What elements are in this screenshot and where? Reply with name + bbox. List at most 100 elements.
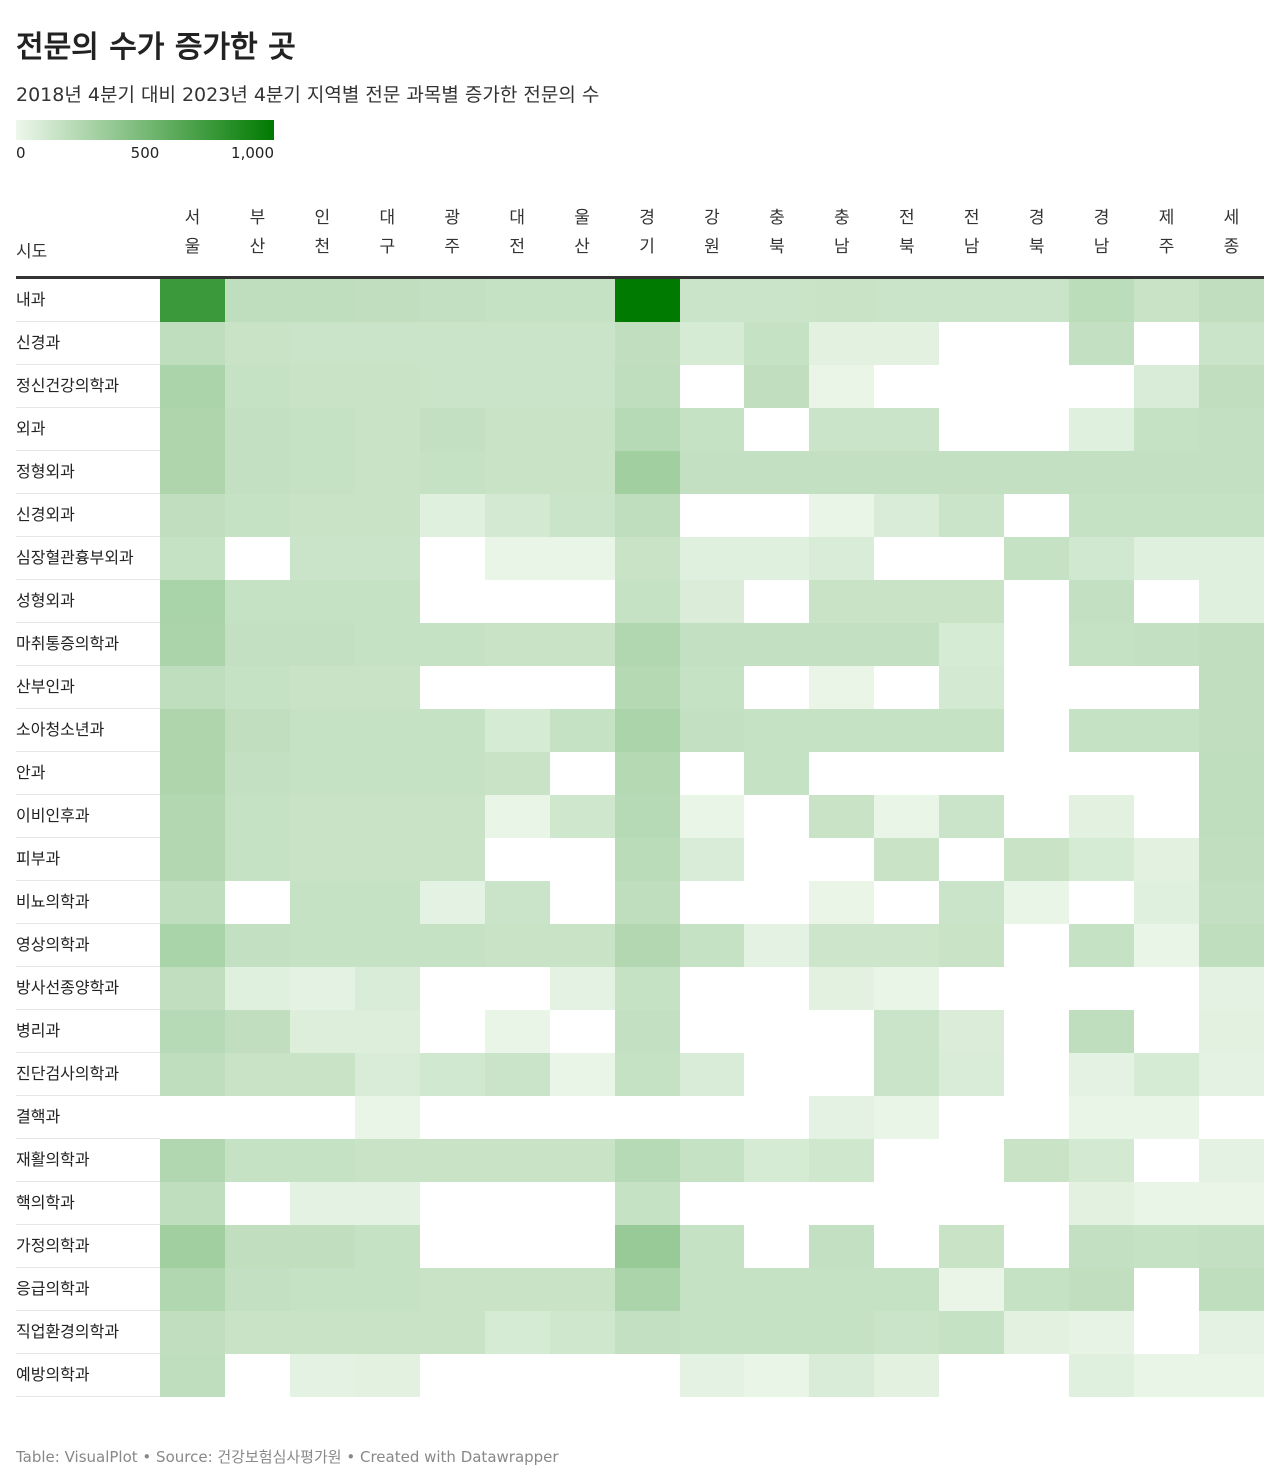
heat-cell (939, 665, 1005, 709)
heat-cell (939, 1009, 1005, 1053)
heat-cell (289, 1353, 355, 1397)
heat-cell (1004, 579, 1070, 623)
heat-cell (614, 923, 680, 967)
column-label: 인천 (314, 208, 331, 257)
heat-cell (1004, 665, 1070, 709)
heat-cell (1004, 751, 1070, 795)
heat-cell (744, 837, 810, 881)
heat-cell (484, 1267, 550, 1311)
heat-cell (679, 622, 745, 666)
heat-cell (614, 579, 680, 623)
heat-cell (419, 622, 485, 666)
heat-cell (354, 364, 420, 408)
heat-cell (419, 1095, 485, 1139)
heat-cell (354, 536, 420, 580)
heat-cell (1069, 751, 1135, 795)
heat-cell (1134, 407, 1199, 451)
heat-cell (160, 837, 225, 881)
heat-cell (1004, 364, 1070, 408)
column-header: 서울 (160, 200, 225, 279)
heat-cell (744, 1052, 810, 1096)
heat-cell (809, 277, 875, 322)
heat-cell (874, 622, 940, 666)
row-label: 내과 (16, 277, 160, 322)
heat-cell (614, 966, 680, 1010)
heat-cell (939, 407, 1005, 451)
heat-cell (549, 536, 615, 580)
heat-cell (1069, 837, 1135, 881)
heat-cell (160, 1052, 225, 1096)
heat-cell (809, 1181, 875, 1225)
heat-cell (809, 1095, 875, 1139)
row-label: 마취통증의학과 (16, 622, 160, 666)
heat-cell (1004, 923, 1070, 967)
legend-tick-label: 0 (16, 144, 26, 162)
heat-cell (289, 1310, 355, 1354)
heat-cell (354, 1181, 420, 1225)
heat-cell (160, 321, 225, 365)
heat-cell (679, 1310, 745, 1354)
heat-cell (1199, 1353, 1264, 1397)
heat-cell (679, 708, 745, 752)
heat-cell (1004, 1353, 1070, 1397)
heat-cell (289, 837, 355, 881)
heat-cell (679, 1138, 745, 1182)
table-row: 정신건강의학과 (16, 364, 1264, 408)
heat-cell (354, 1310, 420, 1354)
heat-cell (939, 1138, 1005, 1182)
heat-cell (679, 1052, 745, 1096)
heat-cell (614, 880, 680, 924)
heat-cell (1199, 751, 1264, 795)
heat-cell (744, 364, 810, 408)
heat-cell (1199, 450, 1264, 494)
heat-cell (289, 622, 355, 666)
heat-cell (1069, 364, 1135, 408)
heat-cell (679, 407, 745, 451)
heat-cell (1199, 1224, 1264, 1268)
heat-cell (614, 837, 680, 881)
heat-cell (289, 493, 355, 537)
table-row: 외과 (16, 407, 1264, 451)
heat-cell (874, 364, 940, 408)
heat-cell (1004, 1181, 1070, 1225)
heat-cell (939, 708, 1005, 752)
heat-cell (744, 579, 810, 623)
heat-cell (874, 1267, 940, 1311)
heat-cell (1134, 1181, 1199, 1225)
table-row: 신경과 (16, 321, 1264, 365)
table-row: 신경외과 (16, 493, 1264, 537)
heat-cell (1004, 1267, 1070, 1311)
column-header: 울산 (549, 200, 615, 279)
heat-cell (484, 536, 550, 580)
heat-cell (874, 407, 940, 451)
heat-cell (484, 277, 550, 322)
table-row: 비뇨의학과 (16, 880, 1264, 924)
row-label: 피부과 (16, 837, 160, 881)
row-label: 성형외과 (16, 579, 160, 623)
heat-cell (614, 277, 680, 322)
heat-cell (1004, 837, 1070, 881)
row-label: 결핵과 (16, 1095, 160, 1139)
heat-cell (679, 536, 745, 580)
heat-cell (419, 1181, 485, 1225)
heat-cell (484, 364, 550, 408)
heat-cell (1199, 277, 1264, 322)
heat-cell (1199, 407, 1264, 451)
heat-cell (744, 1267, 810, 1311)
column-label: 대구 (379, 208, 396, 257)
heat-cell (874, 966, 940, 1010)
heat-cell (874, 277, 940, 322)
heat-cell (809, 579, 875, 623)
column-label: 서울 (184, 208, 201, 257)
heat-cell (160, 493, 225, 537)
heat-cell (354, 1095, 420, 1139)
heat-cell (614, 407, 680, 451)
heat-cell (549, 364, 615, 408)
legend-tick-label: 1,000 (231, 144, 274, 162)
heat-cell (809, 536, 875, 580)
heat-cell (1199, 880, 1264, 924)
heat-cell (224, 708, 290, 752)
heat-cell (679, 1267, 745, 1311)
heat-cell (1199, 923, 1264, 967)
heat-cell (419, 277, 485, 322)
